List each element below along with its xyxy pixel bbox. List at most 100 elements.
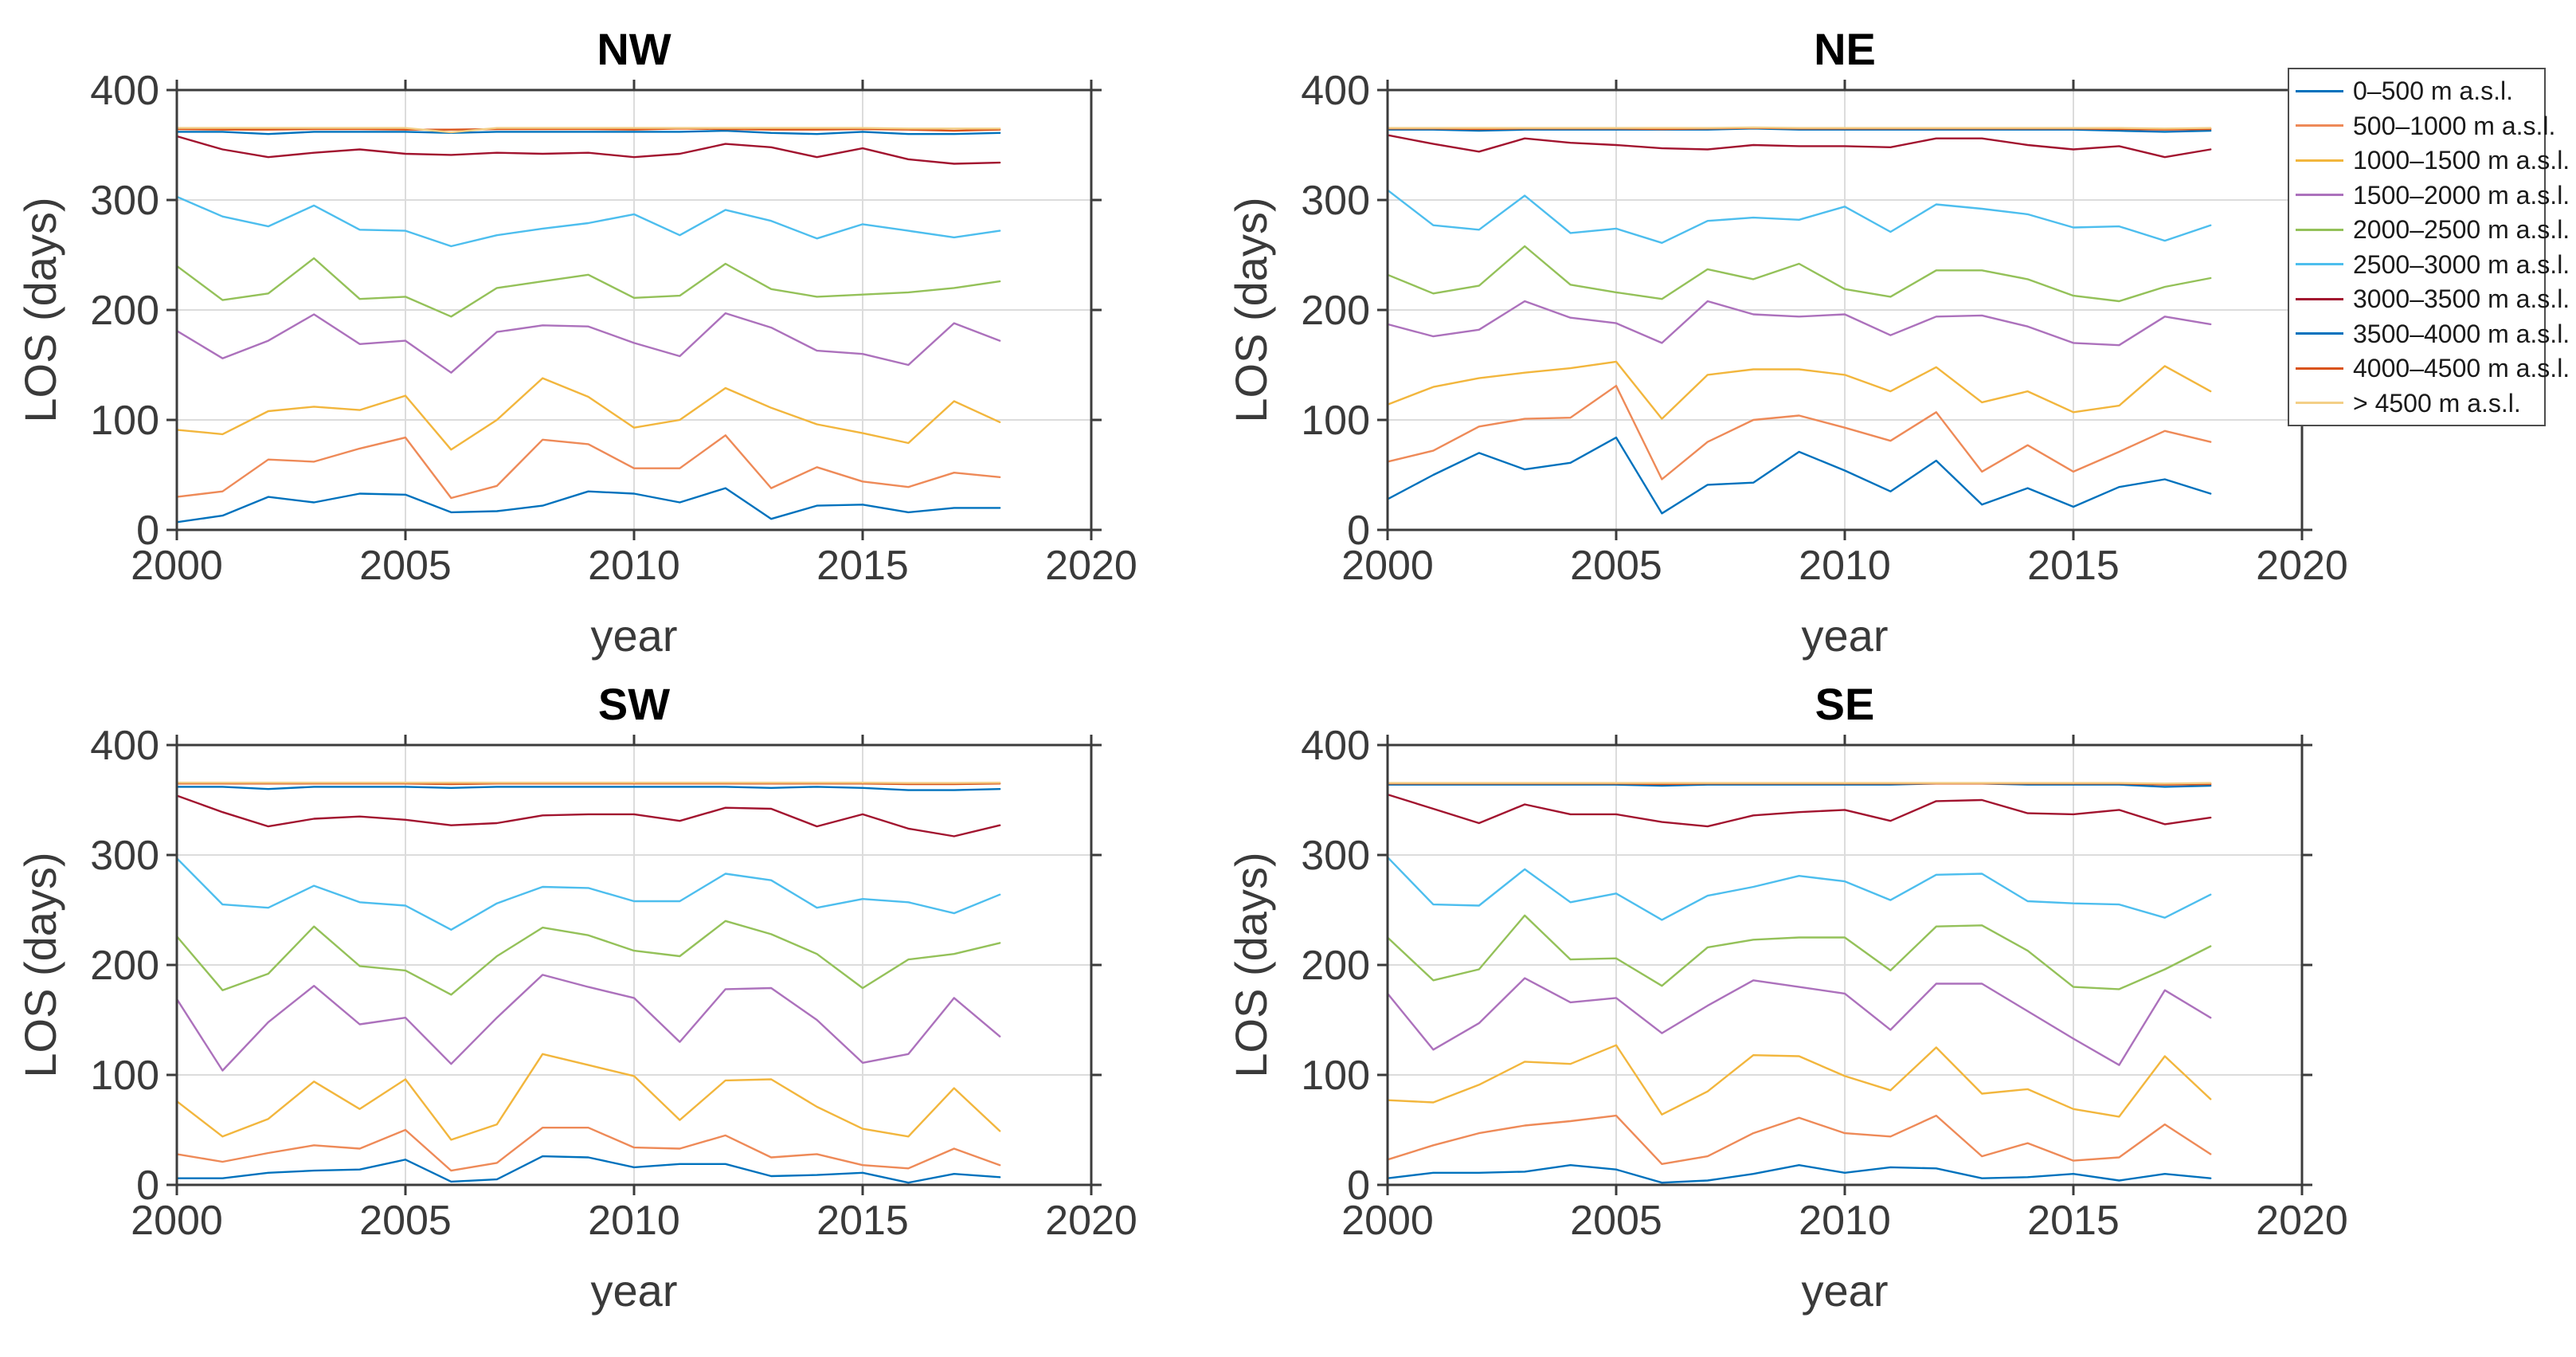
series-line-5 (175, 257, 1001, 318)
x-tick-label: 2000 (131, 1198, 223, 1244)
x-tick-label: 2020 (1045, 543, 1137, 589)
series-line-3 (1386, 1044, 2212, 1118)
legend-item: 500–1000 m a.s.l. (2296, 110, 2555, 142)
series-line-2 (1386, 1114, 2212, 1165)
y-tick-label: 0 (136, 1163, 159, 1209)
legend-line-swatch (2296, 402, 2343, 405)
series-line-6 (175, 857, 1001, 931)
legend-item: 1000–1500 m a.s.l. (2296, 144, 2570, 176)
series-line-2 (1386, 385, 2212, 480)
y-tick-label: 100 (1301, 1053, 1370, 1099)
series-line-8 (1386, 782, 2212, 788)
series-line-1 (175, 487, 1001, 524)
y-tick-label: 400 (1301, 68, 1370, 114)
legend-item-label: 3000–3500 m a.s.l. (2353, 284, 2570, 314)
series-line-5 (175, 920, 1001, 996)
y-tick-label: 0 (1347, 1163, 1370, 1209)
legend-line-swatch (2296, 367, 2343, 370)
x-axis-label: year (1802, 1265, 1889, 1316)
series-line-8 (1386, 127, 2212, 133)
x-axis-label: year (1802, 610, 1889, 661)
x-axis-label: year (591, 610, 678, 661)
x-axis-label: year (591, 1265, 678, 1316)
series-line-10 (1386, 126, 2212, 130)
x-tick-label: 2015 (816, 1198, 909, 1244)
legend-item-label: 2000–2500 m a.s.l. (2353, 215, 2570, 245)
y-axis-label: LOS (days) (15, 197, 65, 422)
y-tick-label: 200 (1301, 288, 1370, 334)
x-tick-label: 2020 (1045, 1198, 1137, 1244)
legend-item: 3000–3500 m a.s.l. (2296, 283, 2570, 315)
series-line-7 (175, 135, 1001, 165)
x-tick-label: 2000 (1341, 1198, 1434, 1244)
x-tick-label: 2010 (588, 1198, 680, 1244)
series-line-8 (175, 129, 1001, 135)
panel-title: NE (1814, 24, 1876, 74)
x-tick-label: 2005 (1570, 1198, 1662, 1244)
legend-item: > 4500 m a.s.l. (2296, 387, 2538, 419)
series-line-1 (1386, 436, 2212, 515)
series-line-1 (175, 1155, 1001, 1184)
legend-item-label: 500–1000 m a.s.l. (2353, 111, 2556, 140)
y-tick-label: 400 (1301, 723, 1370, 769)
x-tick-label: 2015 (2027, 1198, 2120, 1244)
panel-title: NW (597, 24, 671, 74)
legend-item-label: 0–500 m a.s.l. (2353, 76, 2513, 106)
y-tick-label: 300 (90, 833, 159, 879)
x-tick-label: 2010 (1799, 1198, 1891, 1244)
legend-item: 1500–2000 m a.s.l. (2296, 179, 2570, 211)
y-tick-label: 200 (90, 943, 159, 989)
x-tick-label: 2020 (2256, 1198, 2348, 1244)
series-line-7 (1386, 134, 2212, 159)
chart-svg-se: 2000 2005 2010 2015 2020 0 100 200 300 400 SE year L… (1226, 679, 2348, 1316)
legend-item-label: 4000–4500 m a.s.l. (2353, 354, 2570, 383)
x-tick-label: 2000 (1341, 543, 1434, 589)
series-line-4 (1386, 300, 2212, 347)
x-tick-label: 2020 (2256, 543, 2348, 589)
series-line-4 (1386, 977, 2212, 1066)
chart-svg-nw: 2000 2005 2010 2015 2020 0 100 200 300 400 NW year L… (15, 24, 1137, 661)
series-line-4 (175, 312, 1001, 374)
series-line-6 (1386, 189, 2212, 244)
legend-item: 2500–3000 m a.s.l. (2296, 249, 2570, 280)
panel-title: SE (1815, 679, 1875, 729)
y-tick-label: 300 (90, 178, 159, 224)
series-line-7 (175, 794, 1001, 837)
legend-item-label: 1500–2000 m a.s.l. (2353, 180, 2570, 210)
y-tick-label: 100 (90, 398, 159, 444)
chart-svg-sw: 2000 2005 2010 2015 2020 0 100 200 300 400 SW year L… (15, 679, 1137, 1316)
series-line-7 (1386, 793, 2212, 828)
y-tick-label: 200 (90, 288, 159, 334)
y-axis-label: LOS (days) (1226, 197, 1276, 422)
y-tick-label: 400 (90, 723, 159, 769)
panel-title: SW (598, 679, 670, 729)
series-line-4 (175, 974, 1001, 1072)
y-tick-label: 400 (90, 68, 159, 114)
legend-line-swatch (2296, 332, 2343, 335)
y-tick-label: 0 (136, 508, 159, 554)
legend-line-swatch (2296, 194, 2343, 197)
x-tick-label: 2015 (816, 543, 909, 589)
x-tick-label: 2000 (131, 543, 223, 589)
x-tick-label: 2005 (359, 1198, 452, 1244)
series-line-6 (1386, 856, 2212, 921)
chart-svg-ne: 2000 2005 2010 2015 2020 0 100 200 300 400 NE year L… (1226, 24, 2348, 661)
legend-line-swatch (2296, 228, 2343, 231)
legend-item-label: 1000–1500 m a.s.l. (2353, 146, 2570, 175)
legend-line-swatch (2296, 89, 2343, 92)
legend-line-swatch (2296, 263, 2343, 266)
legend-item: 4000–4500 m a.s.l. (2296, 352, 2570, 384)
legend-item: 2000–2500 m a.s.l. (2296, 214, 2570, 245)
legend-line-swatch (2296, 297, 2343, 300)
y-axis-label: LOS (days) (15, 852, 65, 1077)
series-line-1 (1386, 1164, 2212, 1184)
legend-item-label: 2500–3000 m a.s.l. (2353, 249, 2570, 279)
x-tick-label: 2005 (1570, 543, 1662, 589)
series-line-10 (1386, 782, 2212, 785)
series-line-6 (175, 195, 1001, 248)
series-line-2 (175, 1127, 1001, 1172)
x-tick-label: 2015 (2027, 543, 2120, 589)
y-tick-label: 300 (1301, 178, 1370, 224)
series-line-5 (1386, 914, 2212, 990)
